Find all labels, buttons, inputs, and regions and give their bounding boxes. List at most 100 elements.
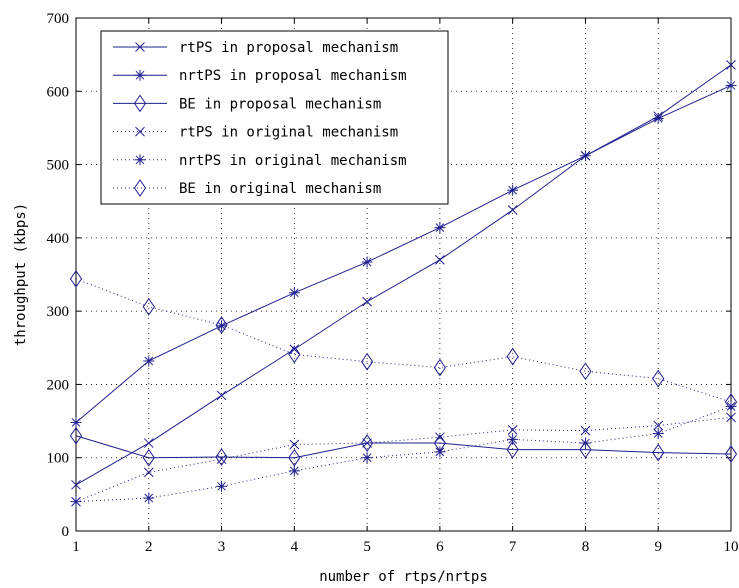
plot-frame: [75, 17, 732, 532]
series-line: [75, 64, 732, 486]
legend-marker: [133, 179, 147, 197]
y-tick-label: 100: [47, 451, 70, 467]
data-point: [507, 425, 518, 435]
data-point: [579, 150, 591, 162]
legend-box: [100, 30, 449, 205]
data-point: [361, 434, 374, 452]
data-point: [434, 446, 446, 458]
series-line: [75, 435, 732, 459]
data-point: [724, 445, 738, 463]
data-point: [216, 454, 227, 465]
data-point: [361, 352, 374, 371]
legend-marker: [135, 126, 145, 137]
data-point: [652, 428, 664, 440]
data-point: [435, 254, 445, 265]
y-tick-label: 600: [47, 84, 70, 100]
legend: rtPS in proposal mechanism nrtPS in propo…: [100, 30, 449, 205]
data-point: [69, 270, 83, 288]
data-point: [70, 417, 82, 429]
data-point: [142, 297, 155, 316]
data-point: [215, 316, 228, 334]
y-tick-label: 500: [47, 158, 70, 174]
data-point: [289, 439, 300, 450]
y-tick-label: 300: [47, 304, 70, 320]
x-tick-label: 7: [509, 539, 517, 555]
data-point: [725, 79, 737, 91]
data-point: [143, 467, 154, 478]
y-tick-label: 400: [47, 231, 70, 247]
legend-label: rtPS in proposal mechanism: [179, 40, 398, 56]
legend-entry: nrtPS in proposal mechanism: [113, 68, 407, 84]
data-point: [434, 222, 446, 234]
legend-label: BE in original mechanism: [179, 181, 381, 197]
data-point: [724, 393, 738, 411]
legend-entry: rtPS in original mechanism: [113, 125, 398, 141]
data-point: [652, 112, 664, 124]
data-point: [361, 256, 373, 268]
x-tick-label: 5: [363, 539, 371, 555]
legend-label: nrtPS in proposal mechanism: [179, 68, 407, 84]
x-tick-label: 3: [218, 539, 226, 555]
x-tick-label: 10: [724, 539, 739, 555]
data-point: [506, 440, 519, 459]
legend-marker: [134, 154, 146, 166]
data-point: [362, 296, 372, 307]
data-point: [361, 452, 373, 464]
data-point: [216, 390, 227, 401]
series-2: [70, 79, 737, 429]
legend-marker: [134, 69, 146, 81]
data-point: [288, 345, 301, 364]
legend-label: nrtPS in original mechanism: [179, 153, 407, 169]
y-tick-label: 700: [47, 11, 70, 27]
data-point: [142, 448, 155, 467]
x-tick-label: 4: [291, 539, 299, 555]
series-line: [75, 84, 732, 423]
data-point: [579, 437, 591, 449]
data-point: [652, 369, 665, 388]
data-point: [143, 438, 154, 448]
data-point: [579, 362, 592, 381]
y-tick-label: 200: [47, 377, 70, 393]
x-tick-label: 9: [654, 539, 662, 555]
legend-marker: [133, 94, 147, 113]
data-point: [652, 443, 665, 462]
legend-entry: nrtPS in original mechanism: [113, 153, 407, 169]
y-axis-label: throughput (kbps): [13, 203, 29, 346]
data-point: [288, 465, 300, 477]
x-axis-label: number of rtps/nrtps: [319, 569, 488, 585]
data-point: [143, 492, 155, 504]
series-5: [70, 400, 737, 508]
data-point: [507, 433, 519, 445]
data-point: [143, 355, 155, 367]
legend-label: BE in proposal mechanism: [179, 96, 381, 112]
legend-marker: [135, 42, 145, 52]
data-point: [726, 412, 736, 423]
x-tick-label: 8: [582, 539, 590, 555]
data-point: [215, 448, 228, 466]
series-4: [71, 412, 736, 507]
data-point: [433, 358, 446, 377]
data-point: [288, 287, 300, 299]
data-point: [69, 426, 83, 445]
x-tick-label: 2: [145, 539, 153, 555]
series-6: [69, 270, 738, 411]
data-point: [653, 420, 664, 431]
x-tick-label: 1: [72, 539, 80, 555]
series-line: [75, 278, 732, 403]
x-tick-label: 6: [436, 539, 444, 555]
data-point: [216, 480, 228, 492]
data-point: [580, 425, 591, 436]
data-point: [726, 60, 736, 70]
series-3: [69, 426, 738, 467]
data-point: [507, 184, 519, 196]
data-point: [70, 496, 82, 508]
legend-entry: rtPS in proposal mechanism: [113, 40, 398, 56]
data-point: [507, 205, 518, 215]
data-point: [289, 344, 300, 355]
legend-label: rtPS in original mechanism: [179, 125, 398, 141]
data-point: [435, 432, 445, 443]
legend-entry: BE in original mechanism: [113, 179, 381, 197]
series-line: [75, 405, 732, 503]
